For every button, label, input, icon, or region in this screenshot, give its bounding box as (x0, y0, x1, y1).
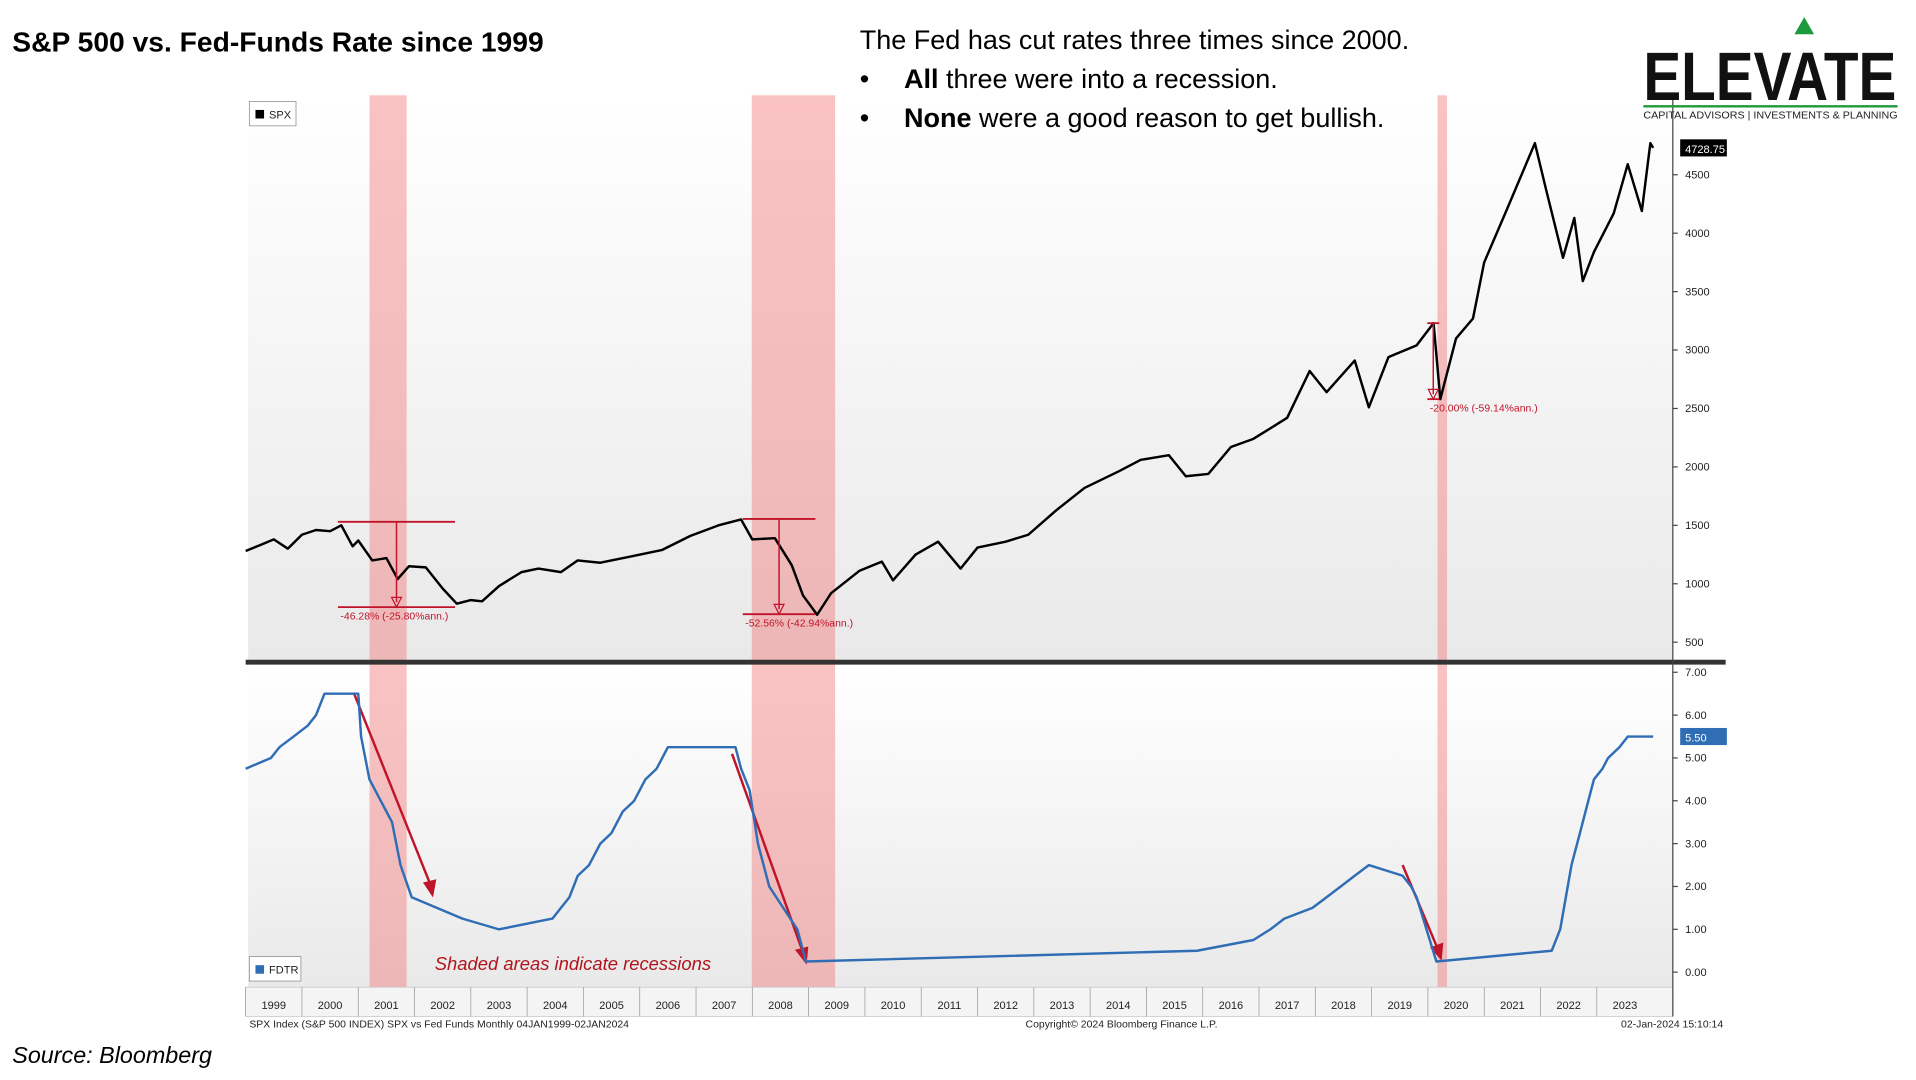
bullet-bold: All (904, 64, 939, 94)
x-tick-label: 2018 (1331, 1000, 1356, 1012)
x-tick-label: 2022 (1556, 1000, 1581, 1012)
note-heading: The Fed has cut rates three times since … (860, 25, 1409, 55)
note-bullet: • None were a good reason to get bullish. (860, 103, 1385, 133)
drawdown-label: -20.00% (-59.14%ann.) (1430, 403, 1538, 414)
y-tick-label: 7.00 (1685, 667, 1707, 679)
y-tick-label: 2.00 (1685, 881, 1707, 893)
x-tick-label: 2014 (1106, 1000, 1131, 1012)
x-tick-label: 2017 (1275, 1000, 1300, 1012)
y-tick-label: 4500 (1685, 169, 1710, 181)
x-tick-label: 2012 (993, 1000, 1018, 1012)
last-value-box (1680, 727, 1727, 746)
drawdown-arrowhead (773, 603, 785, 616)
x-tick-label: 1999 (262, 1000, 287, 1012)
x-tick-label: 2019 (1387, 1000, 1412, 1012)
legend-label: SPX (269, 110, 292, 122)
y-tick-label: 1500 (1685, 520, 1710, 532)
x-tick-label: 2000 (318, 1000, 343, 1012)
recession-bands (369, 95, 1448, 988)
drawdown-label: -46.28% (-25.80%ann.) (340, 611, 448, 622)
recession-note: Shaded areas indicate recessions (435, 953, 711, 974)
series-line (245, 141, 1655, 616)
y-tick-label: 0.00 (1685, 967, 1707, 979)
legend-swatch (255, 109, 265, 119)
bullet-bold: None (904, 103, 972, 133)
svg-text:None were a good reason to get: None were a good reason to get bullish. (904, 103, 1384, 133)
x-tick-label: 2005 (599, 1000, 624, 1012)
y-tick-label: 2000 (1685, 462, 1710, 474)
x-tick-label: 2013 (1050, 1000, 1075, 1012)
series-line (245, 692, 1654, 963)
y-tick-label: 4.00 (1685, 795, 1707, 807)
legend-label: FDTR (269, 965, 298, 977)
x-tick-label: 2008 (768, 1000, 793, 1012)
x-tick-label: 2009 (824, 1000, 849, 1012)
footer-right: 02-Jan-2024 15:10:14 (1621, 1019, 1723, 1030)
x-tick-label: 2007 (712, 1000, 737, 1012)
x-tick-label: 2023 (1613, 1000, 1638, 1012)
y-tick-label: 3.00 (1685, 838, 1707, 850)
svg-text:•: • (860, 64, 869, 94)
x-tick-label: 2010 (881, 1000, 906, 1012)
footer-left: SPX Index (S&P 500 INDEX) SPX vs Fed Fun… (249, 1019, 629, 1030)
title: S&P 500 vs. Fed-Funds Rate since 1999 (12, 25, 543, 57)
y-tick-label: 3000 (1685, 345, 1710, 357)
recession-band (1437, 95, 1448, 988)
x-tick-label: 2011 (937, 1000, 961, 1012)
last-value-box (1680, 139, 1727, 157)
x-tick-label: 2016 (1219, 1000, 1244, 1012)
y-tick-label: 2500 (1685, 403, 1710, 415)
x-tick-label: 2001 (374, 1000, 399, 1012)
y-tick-label: 500 (1685, 637, 1703, 649)
drawdown-arrowhead (1427, 388, 1440, 401)
x-tick-label: 2004 (543, 1000, 568, 1012)
footer-center: Copyright© 2024 Bloomberg Finance L.P. (1026, 1019, 1218, 1030)
x-tick-label: 2006 (656, 1000, 681, 1012)
y-tick-label: 1.00 (1685, 924, 1707, 936)
logo-tagline: CAPITAL ADVISORS | INVESTMENTS & PLANNIN… (1643, 111, 1897, 122)
bullet-text: were a good reason to get bullish. (971, 103, 1384, 133)
y-tick-label: 6.00 (1685, 710, 1707, 722)
y-tick-label: 3500 (1685, 286, 1710, 298)
y-tick-label: 1000 (1685, 578, 1710, 590)
svg-text:All three were into a recessio: All three were into a recession. (904, 64, 1278, 94)
x-tick-label: 2020 (1444, 1000, 1469, 1012)
svg-text:•: • (860, 103, 869, 133)
note-bullet: • All three were into a recession. (860, 64, 1278, 94)
bullet-text: three were into a recession. (938, 64, 1277, 94)
drawdown-label: -52.56% (-42.94%ann.) (745, 618, 853, 629)
recession-band (751, 95, 836, 988)
logo-arrow (1794, 17, 1815, 35)
x-tick-label: 2021 (1500, 1000, 1525, 1012)
x-tick-label: 2002 (430, 1000, 455, 1012)
lower-panel (248, 665, 1673, 988)
y-tick-label: 4000 (1685, 228, 1710, 240)
source: Source: Bloomberg (12, 1042, 212, 1068)
upper-panel (248, 95, 1673, 660)
panel-divider (245, 659, 1726, 665)
marks: 500 1000 1500 2000 2500 3000 3500 4000 4500 0.00 1… (245, 101, 1727, 1017)
logo-name: ELEVATE (1643, 38, 1896, 115)
logo: ELEVATE CAPITAL ADVISORS | INVESTMENTS &… (1643, 17, 1898, 122)
recession-band (369, 95, 407, 988)
x-tick-label: 2003 (487, 1000, 512, 1012)
drawdown-arrowhead (390, 596, 403, 609)
legend-swatch (255, 965, 265, 974)
last-value-label: 5.50 (1685, 732, 1707, 744)
last-value-label: 4728.75 (1685, 144, 1725, 156)
x-tick-label: 2015 (1162, 1000, 1187, 1012)
y-tick-label: 5.00 (1685, 753, 1707, 765)
